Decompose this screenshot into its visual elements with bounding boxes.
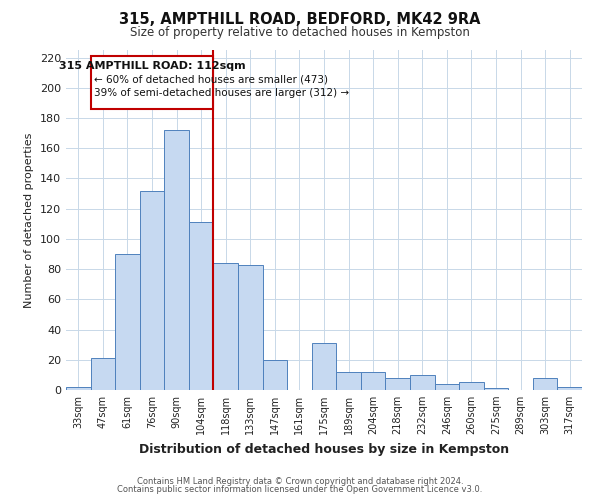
- Bar: [361, 372, 385, 390]
- Bar: [533, 378, 557, 390]
- Bar: [189, 222, 214, 390]
- Bar: [263, 360, 287, 390]
- Bar: [410, 375, 434, 390]
- Bar: [115, 254, 140, 390]
- Text: 39% of semi-detached houses are larger (312) →: 39% of semi-detached houses are larger (…: [94, 88, 349, 98]
- Bar: [66, 387, 91, 390]
- Text: Contains public sector information licensed under the Open Government Licence v3: Contains public sector information licen…: [118, 484, 482, 494]
- Bar: [140, 190, 164, 390]
- Text: Contains HM Land Registry data © Crown copyright and database right 2024.: Contains HM Land Registry data © Crown c…: [137, 477, 463, 486]
- Bar: [557, 387, 582, 390]
- Bar: [385, 378, 410, 390]
- Bar: [238, 264, 263, 390]
- FancyBboxPatch shape: [91, 56, 213, 109]
- Bar: [91, 358, 115, 390]
- Bar: [336, 372, 361, 390]
- Bar: [459, 382, 484, 390]
- Text: 315 AMPTHILL ROAD: 112sqm: 315 AMPTHILL ROAD: 112sqm: [59, 62, 245, 72]
- Bar: [312, 343, 336, 390]
- Bar: [484, 388, 508, 390]
- Bar: [214, 263, 238, 390]
- Text: ← 60% of detached houses are smaller (473): ← 60% of detached houses are smaller (47…: [94, 74, 328, 84]
- Text: Size of property relative to detached houses in Kempston: Size of property relative to detached ho…: [130, 26, 470, 39]
- Bar: [164, 130, 189, 390]
- Bar: [434, 384, 459, 390]
- X-axis label: Distribution of detached houses by size in Kempston: Distribution of detached houses by size …: [139, 442, 509, 456]
- Text: 315, AMPTHILL ROAD, BEDFORD, MK42 9RA: 315, AMPTHILL ROAD, BEDFORD, MK42 9RA: [119, 12, 481, 28]
- Y-axis label: Number of detached properties: Number of detached properties: [25, 132, 34, 308]
